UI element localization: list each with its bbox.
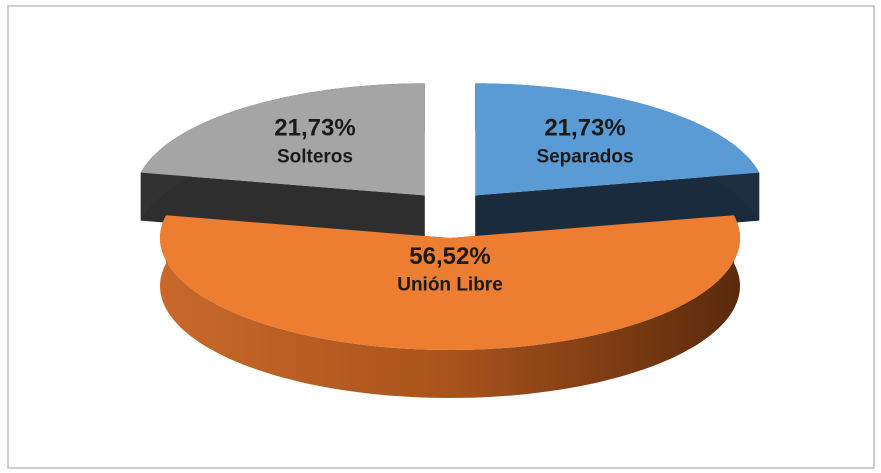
- chart-frame: [7, 5, 875, 469]
- data-label: 21,73%: [274, 115, 355, 142]
- data-label: 21,73%: [544, 115, 625, 142]
- data-label: 56,52%: [409, 243, 490, 270]
- slice-side: [160, 215, 740, 398]
- plot-area: 21,73% Separados 56,52% Unión Libre 21,73% So…: [140, 83, 760, 398]
- category-label: Separados: [536, 146, 633, 167]
- slice: [475, 83, 760, 196]
- category-label: Unión Libre: [397, 275, 503, 296]
- slice: [140, 83, 425, 196]
- slice: [160, 215, 740, 350]
- category-label: Solteros: [277, 146, 353, 167]
